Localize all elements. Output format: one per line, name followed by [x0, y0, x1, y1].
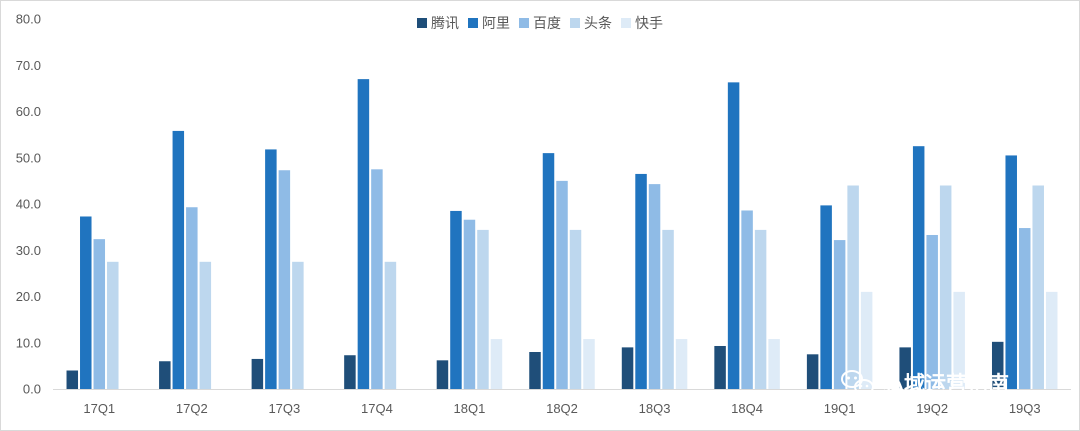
bar-2-18q4 [727, 82, 740, 390]
bar-4-18q3 [662, 229, 674, 389]
legend-label: 快手 [635, 16, 663, 32]
bar-1-17q1 [66, 370, 79, 389]
bar-1-17q2 [159, 361, 171, 389]
bar-1-18q4 [714, 345, 726, 389]
bar-3-18q1 [463, 219, 476, 389]
y-tick-label: 40.0 [16, 197, 41, 212]
bar-5-18q2 [583, 339, 595, 389]
x-tick-label: 18Q4 [731, 401, 763, 416]
legend-swatch [570, 18, 580, 28]
bar-2-17q4 [357, 79, 370, 389]
bar-2-18q1 [450, 210, 462, 389]
legend-label: 阿里 [482, 16, 510, 32]
y-tick-label: 10.0 [16, 335, 41, 350]
bar-5-18q4 [768, 339, 780, 389]
legend: 腾讯 阿里 百度 头条 快手 [417, 15, 663, 32]
y-tick-label: 50.0 [16, 150, 41, 165]
bar-1-17q4 [344, 355, 356, 389]
bar-3-17q3 [278, 170, 291, 389]
bar-3-17q2 [186, 207, 198, 389]
bar-1-19q1 [806, 354, 819, 389]
x-tick-label: 19Q3 [1009, 401, 1041, 416]
bar-5-18q3 [675, 339, 688, 389]
x-tick-label: 19Q1 [824, 401, 856, 416]
bar-5-19q3 [1045, 291, 1058, 389]
bar-5-19q1 [860, 291, 873, 389]
wechat-icon [841, 370, 874, 395]
x-tick-label: 19Q2 [916, 401, 948, 416]
legend-swatch [519, 18, 529, 28]
bar-4-19q3 [1032, 185, 1044, 389]
bar-2-18q3 [635, 173, 647, 389]
bar-4-19q2 [939, 185, 952, 389]
x-tick-label: 18Q1 [454, 401, 486, 416]
legend-swatch [468, 18, 478, 28]
bar-1-17q3 [251, 358, 264, 389]
bar-2-17q3 [265, 149, 277, 389]
bar-1-18q1 [436, 360, 449, 389]
bar-3-19q1 [833, 240, 846, 389]
bar-2-17q2 [172, 130, 185, 390]
x-tick-label: 17Q3 [268, 401, 300, 416]
legend-label: 腾讯 [431, 15, 459, 32]
bar-4-17q2 [199, 261, 212, 389]
y-tick-label: 80.0 [16, 12, 41, 27]
y-tick-label: 70.0 [16, 58, 41, 73]
y-tick-label: 30.0 [16, 243, 41, 258]
y-tick-label: 20.0 [16, 289, 41, 304]
bar-2-19q1 [820, 205, 832, 389]
bar-4-19q1 [847, 185, 859, 389]
bar-3-17q4 [371, 169, 383, 389]
bar-1-19q3 [991, 341, 1004, 389]
bar-2-19q3 [1005, 155, 1017, 389]
x-tick-label: 17Q2 [176, 401, 208, 416]
bar-3-18q4 [741, 210, 753, 389]
bar-3-18q3 [648, 184, 661, 389]
bar-2-19q2 [912, 146, 925, 389]
watermark-text: 私域运营指南 [883, 372, 1009, 396]
bar-4-18q4 [754, 229, 767, 389]
bar-1-18q3 [621, 347, 634, 389]
bar-4-18q1 [477, 229, 489, 389]
bar-5-18q1 [490, 339, 503, 389]
bar-3-17q1 [93, 239, 106, 389]
y-tick-label: 0.0 [23, 382, 41, 397]
y-axis: 0.0 10.0 20.0 30.0 40.0 50.0 60.0 70.0 80.0 [16, 12, 41, 397]
bar-3-19q3 [1018, 228, 1031, 389]
legend-label: 百度 [533, 16, 561, 32]
legend-swatch [417, 18, 427, 28]
x-tick-label: 18Q2 [546, 401, 578, 416]
legend-swatch [621, 18, 631, 28]
bar-2-18q2 [542, 153, 555, 389]
x-tick-label: 17Q4 [361, 401, 393, 416]
watermark: 私域运营指南 [841, 370, 1009, 396]
bar-4-18q2 [569, 229, 582, 389]
bars-layer [66, 79, 1058, 390]
bar-2-17q1 [80, 216, 92, 389]
bar-3-19q2 [926, 234, 938, 389]
bar-4-17q3 [292, 261, 304, 389]
bar-1-19q2 [899, 347, 911, 389]
bar-4-17q4 [384, 261, 397, 389]
bar-1-18q2 [529, 352, 541, 389]
bar-3-18q2 [556, 180, 568, 389]
y-tick-label: 60.0 [16, 104, 41, 119]
bar-4-17q1 [107, 261, 119, 389]
x-tick-label: 18Q3 [639, 401, 671, 416]
x-axis: 17Q1 17Q2 17Q3 17Q4 18Q1 18Q2 18Q3 18Q4 19Q1 19Q2… [53, 389, 1071, 416]
legend-label: 头条 [584, 15, 612, 32]
x-tick-label: 17Q1 [83, 401, 115, 416]
bar-5-19q2 [953, 291, 965, 389]
